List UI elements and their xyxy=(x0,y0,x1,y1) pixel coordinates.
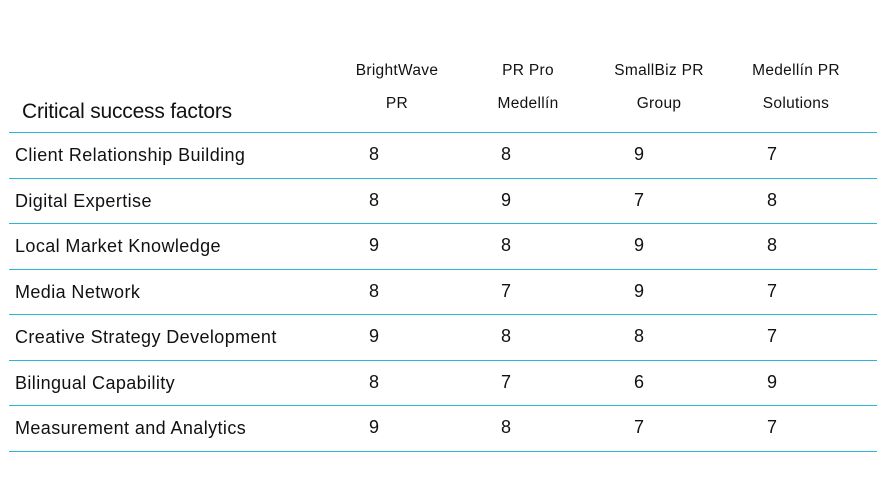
score-cell: 8 xyxy=(369,280,380,301)
column-header-line2: Group xyxy=(636,95,682,112)
table-row: Digital Expertise 8 9 7 8 xyxy=(9,179,877,224)
score-cell: 9 xyxy=(634,280,645,301)
score-cell: 8 xyxy=(369,371,380,392)
table-header-row: Critical success factors BrightWave PR P… xyxy=(9,48,877,133)
score-cell: 6 xyxy=(634,371,645,392)
column-header-line2: PR xyxy=(385,95,409,112)
column-header-line2: Solutions xyxy=(762,95,830,112)
score-cell: 9 xyxy=(767,371,778,392)
score-cell: 9 xyxy=(369,417,380,437)
score-cell: 8 xyxy=(634,326,645,346)
row-factor-label: Measurement and Analytics xyxy=(15,418,247,438)
score-cell: 8 xyxy=(767,189,778,210)
score-cell: 8 xyxy=(369,189,380,210)
row-factor-label: Client Relationship Building xyxy=(15,145,246,165)
column-header-line1: BrightWave xyxy=(355,62,439,79)
score-cell: 7 xyxy=(767,280,778,301)
score-cell: 8 xyxy=(767,235,778,255)
row-factor-label: Local Market Knowledge xyxy=(15,236,221,256)
column-header-brightwave: BrightWave PR xyxy=(337,54,457,120)
score-cell: 8 xyxy=(369,144,380,164)
table-title: Critical success factors xyxy=(22,100,232,123)
table-row: Media Network 8 7 9 7 xyxy=(9,270,877,315)
score-cell: 8 xyxy=(501,417,512,437)
column-header-pr-pro: PR Pro Medellín xyxy=(468,54,588,120)
score-cell: 7 xyxy=(767,326,778,346)
score-cell: 8 xyxy=(501,144,512,164)
column-header-smallbiz: SmallBiz PR Group xyxy=(599,54,719,120)
score-cell: 9 xyxy=(634,235,645,255)
score-cell: 7 xyxy=(501,371,512,392)
score-cell: 8 xyxy=(501,326,512,346)
row-factor-label: Digital Expertise xyxy=(15,190,152,211)
table-row: Measurement and Analytics 9 8 7 7 xyxy=(9,406,877,452)
score-cell: 9 xyxy=(369,326,380,346)
score-cell: 8 xyxy=(501,235,512,255)
score-cell: 7 xyxy=(501,280,512,301)
table-row: Client Relationship Building 8 8 9 7 xyxy=(9,133,877,179)
column-header-line1: PR Pro xyxy=(502,62,554,79)
score-cell: 7 xyxy=(634,189,645,210)
row-factor-label: Bilingual Capability xyxy=(15,372,176,393)
column-header-line2: Medellín xyxy=(497,95,559,112)
score-cell: 7 xyxy=(767,144,778,164)
score-cell: 9 xyxy=(501,189,512,210)
row-factor-label: Media Network xyxy=(15,281,141,302)
table-row: Local Market Knowledge 9 8 9 8 xyxy=(9,224,877,270)
score-cell: 7 xyxy=(634,417,645,437)
success-factors-table: Critical success factors BrightWave PR P… xyxy=(9,48,877,452)
score-cell: 9 xyxy=(634,144,645,164)
table-row: Bilingual Capability 8 7 6 9 xyxy=(9,361,877,406)
score-cell: 7 xyxy=(767,417,778,437)
column-header-line1: Medellín PR xyxy=(752,62,840,79)
row-factor-label: Creative Strategy Development xyxy=(15,327,277,347)
score-cell: 9 xyxy=(369,235,380,255)
column-header-line1: SmallBiz PR xyxy=(614,62,704,79)
column-header-medellin-pr: Medellín PR Solutions xyxy=(736,54,856,120)
table-row: Creative Strategy Development 9 8 8 7 xyxy=(9,315,877,361)
